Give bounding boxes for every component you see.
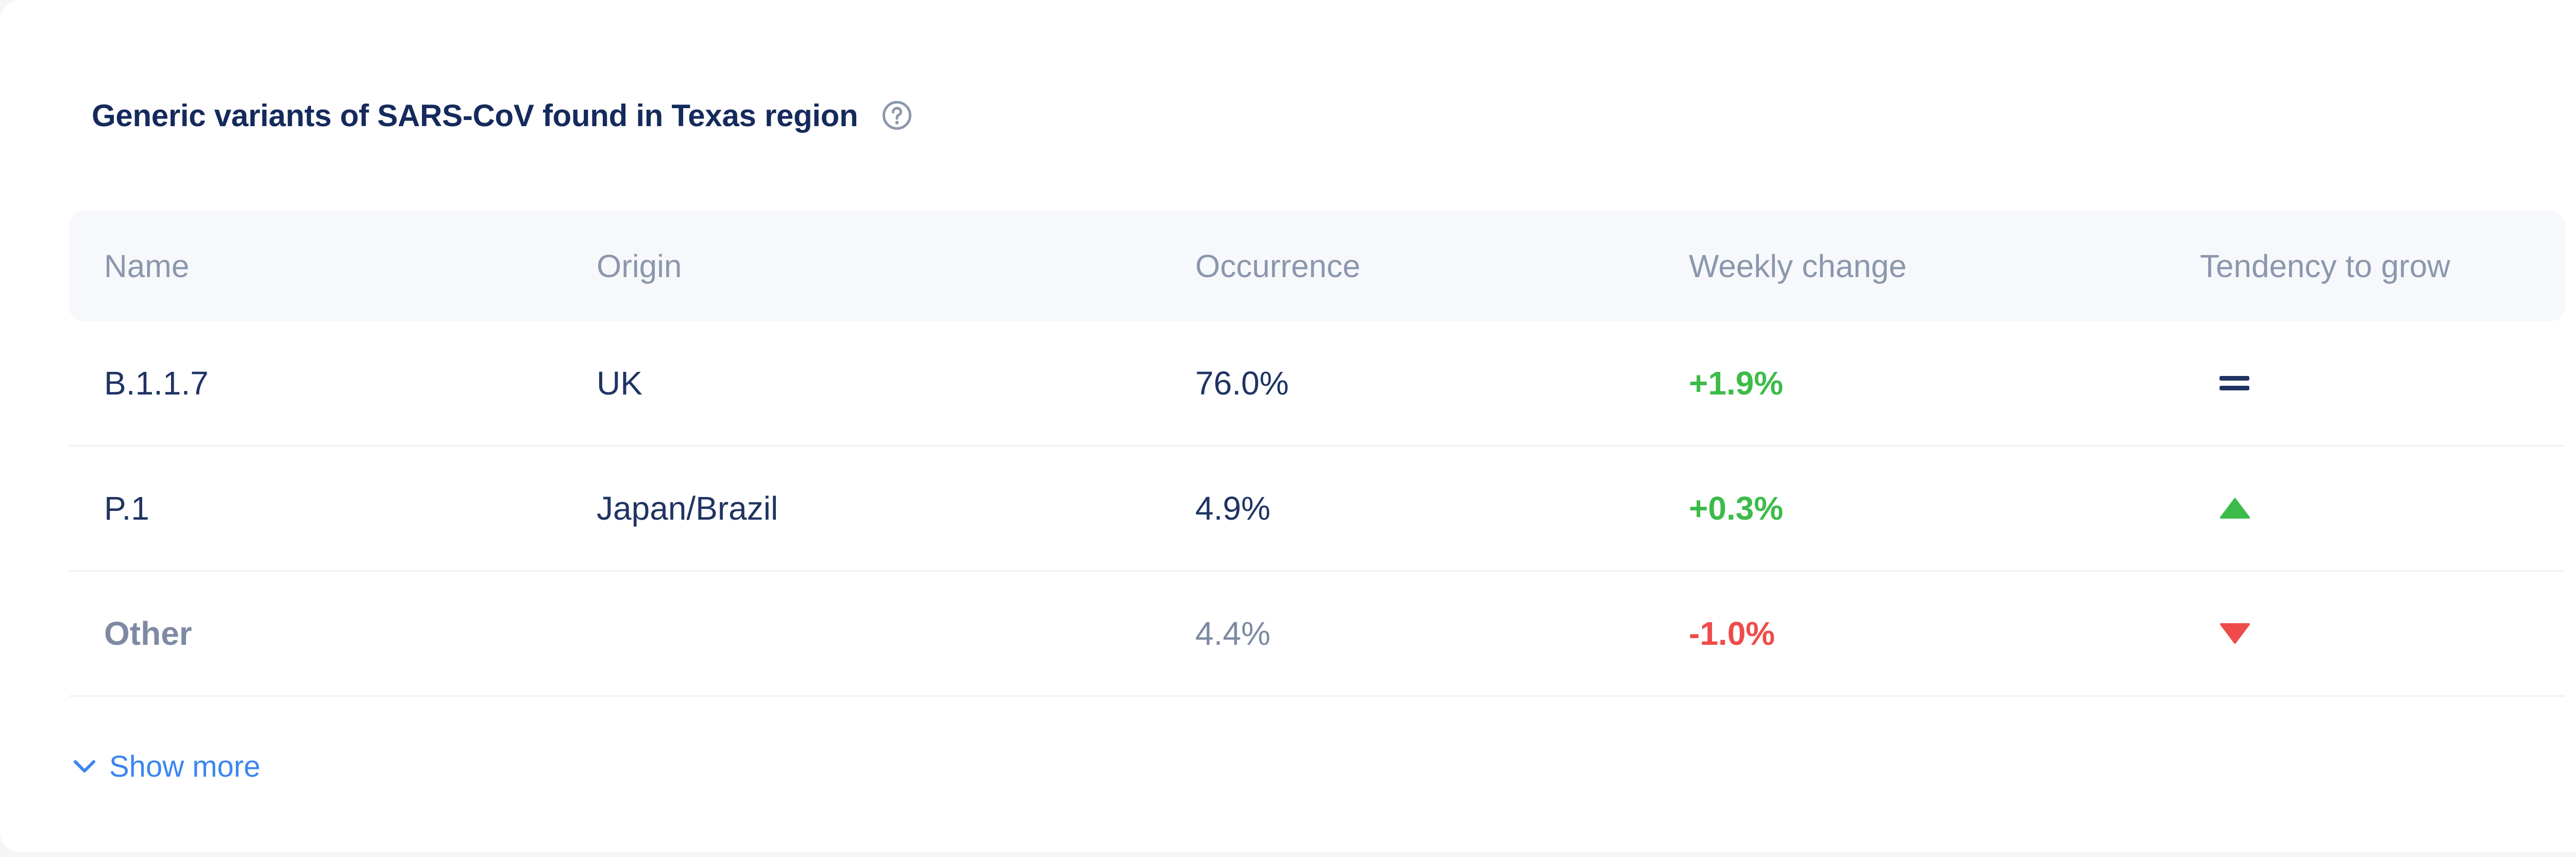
tendency-cell (2200, 447, 2250, 570)
variant-occurrence: 4.4% (1195, 615, 1270, 652)
tendency-cell (2200, 572, 2250, 695)
equals-icon (2219, 373, 2249, 393)
column-header-occurrence[interactable]: Occurrence (1195, 248, 1361, 284)
chevron-down-icon (72, 758, 97, 775)
variant-weekly-change: +1.9% (1689, 365, 1784, 402)
variant-weekly-change: +0.3% (1689, 490, 1784, 527)
tendency-cell (2200, 321, 2249, 445)
variant-name: B.1.1.7 (104, 365, 209, 402)
column-header-origin[interactable]: Origin (597, 248, 682, 284)
variants-table: Name Origin Occurrence Weekly change Ten… (69, 211, 2565, 697)
triangle-down-icon (2219, 623, 2250, 644)
card-title: Generic variants of SARS-CoV found in Te… (92, 98, 858, 133)
help-icon[interactable] (882, 100, 912, 130)
table-row[interactable]: Other 4.4% -1.0% (69, 572, 2565, 697)
variant-occurrence: 4.9% (1195, 490, 1270, 527)
triangle-up-icon (2219, 498, 2250, 519)
table-header: Name Origin Occurrence Weekly change Ten… (69, 211, 2565, 321)
table-row[interactable]: B.1.1.7 UK 76.0% +1.9% (69, 321, 2565, 447)
column-header-tendency[interactable]: Tendency to grow (2200, 248, 2450, 284)
variant-weekly-change: -1.0% (1689, 615, 1775, 652)
column-header-weekly-change[interactable]: Weekly change (1689, 248, 1907, 284)
column-header-name[interactable]: Name (104, 248, 190, 284)
variant-name: Other (104, 615, 192, 652)
variant-occurrence: 76.0% (1195, 365, 1289, 402)
table-row[interactable]: P.1 Japan/Brazil 4.9% +0.3% (69, 447, 2565, 572)
variant-origin: Japan/Brazil (597, 490, 778, 527)
variant-name: P.1 (104, 490, 149, 527)
show-more-label: Show more (109, 749, 261, 783)
show-more-link[interactable]: Show more (72, 746, 260, 787)
variant-origin: UK (597, 365, 642, 402)
card-header: Generic variants of SARS-CoV found in Te… (92, 94, 912, 137)
